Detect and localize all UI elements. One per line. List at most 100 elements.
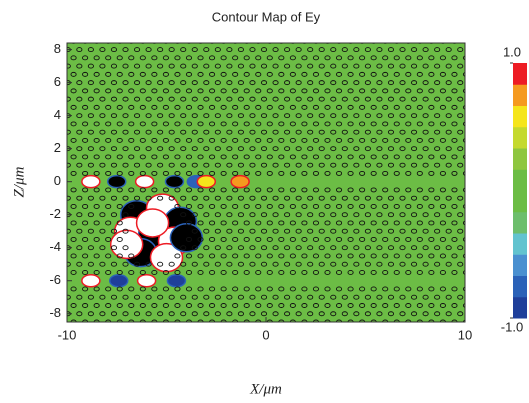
hole <box>226 162 233 168</box>
hole <box>237 212 244 218</box>
hole <box>82 203 89 209</box>
hole <box>364 228 371 234</box>
hole <box>157 146 164 152</box>
hole <box>405 170 412 176</box>
hole <box>301 154 308 160</box>
hole <box>486 237 491 241</box>
hole <box>139 187 146 193</box>
hole <box>67 261 71 267</box>
hole <box>416 187 423 193</box>
hole <box>157 80 164 86</box>
hole <box>416 286 423 292</box>
hole <box>191 162 198 168</box>
hole <box>341 129 348 135</box>
hole <box>87 47 94 53</box>
hole <box>382 286 389 292</box>
hole <box>36 171 41 175</box>
hole <box>226 195 233 201</box>
hole <box>364 162 371 168</box>
hole <box>133 311 141 317</box>
hole <box>451 71 458 77</box>
hole <box>82 170 89 176</box>
hole <box>151 286 158 292</box>
hole <box>243 187 250 193</box>
hole <box>122 228 129 234</box>
hole <box>220 253 227 259</box>
hole <box>330 162 337 168</box>
hole <box>133 80 141 86</box>
hole <box>399 129 406 135</box>
hole <box>266 270 273 275</box>
hole <box>128 303 135 308</box>
hole <box>180 47 187 53</box>
hole <box>162 137 169 143</box>
hole <box>451 170 458 176</box>
hole <box>220 237 227 242</box>
hole <box>67 162 71 168</box>
hole <box>232 104 239 110</box>
hole <box>260 80 268 86</box>
hole <box>498 204 503 208</box>
hole <box>128 286 135 292</box>
hole <box>237 96 244 102</box>
hole <box>324 203 331 209</box>
hole <box>209 55 216 61</box>
hole <box>70 104 77 110</box>
hole <box>457 294 464 300</box>
hole <box>249 113 256 119</box>
hole <box>59 155 64 159</box>
hole <box>59 254 64 258</box>
hole <box>462 270 465 275</box>
hole <box>266 253 273 259</box>
hole <box>324 237 331 242</box>
hole <box>498 254 503 258</box>
hole <box>220 220 227 226</box>
hole <box>197 170 204 176</box>
hole <box>469 97 474 101</box>
hole <box>278 187 285 193</box>
hole <box>347 253 354 259</box>
hole <box>76 195 83 201</box>
hole <box>128 170 135 176</box>
hole <box>353 63 360 69</box>
hole <box>191 261 198 267</box>
hole <box>31 147 36 151</box>
hole <box>145 47 152 53</box>
hole <box>266 170 273 176</box>
hole <box>272 245 279 251</box>
hole <box>301 187 308 193</box>
hole <box>498 188 503 192</box>
hole <box>93 154 100 160</box>
hole <box>168 80 175 86</box>
hole <box>382 104 389 110</box>
hole <box>445 245 452 251</box>
hole <box>486 39 491 43</box>
hole <box>36 89 41 93</box>
hole <box>116 286 123 292</box>
hole <box>318 113 325 119</box>
hole <box>110 311 118 317</box>
hole <box>232 71 239 77</box>
hole <box>284 195 291 201</box>
hole <box>347 303 354 308</box>
hole <box>99 113 106 119</box>
hole <box>411 129 418 135</box>
hole <box>116 237 123 242</box>
hole <box>492 262 497 266</box>
hole <box>376 212 383 218</box>
hole <box>191 80 198 86</box>
hole <box>70 88 77 94</box>
hole <box>31 97 36 101</box>
hole <box>324 187 331 193</box>
hole <box>393 203 400 209</box>
hole <box>278 237 285 242</box>
hole <box>445 113 452 119</box>
hole <box>237 294 244 300</box>
hole <box>330 146 337 152</box>
hole <box>387 294 395 300</box>
hole <box>87 195 94 201</box>
field-spot <box>81 174 101 189</box>
hole <box>481 246 486 250</box>
hole <box>492 246 497 250</box>
hole <box>462 154 465 160</box>
